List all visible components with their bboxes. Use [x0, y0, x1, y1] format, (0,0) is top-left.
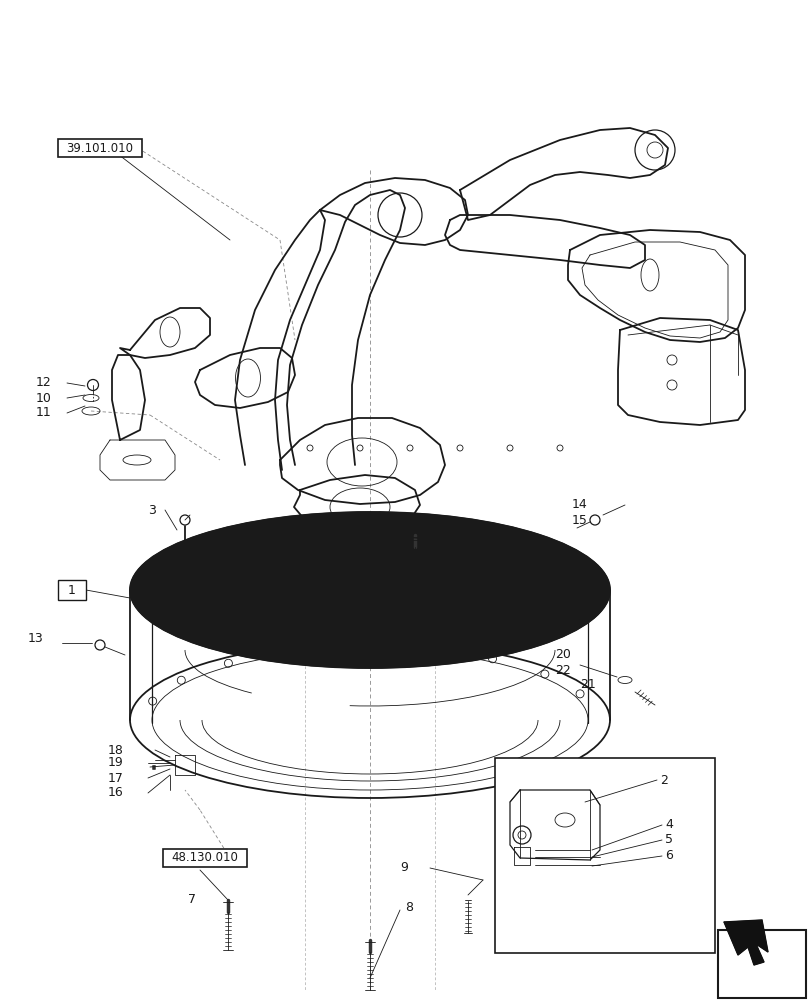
Text: 48.130.010: 48.130.010: [171, 851, 238, 864]
Text: 13: 13: [28, 632, 44, 644]
Text: 3: 3: [148, 504, 156, 516]
Text: 6: 6: [664, 849, 672, 862]
Text: 11: 11: [36, 406, 52, 420]
Text: 8: 8: [405, 901, 413, 914]
Text: 21: 21: [579, 678, 595, 692]
Text: 1: 1: [68, 584, 76, 596]
Polygon shape: [723, 920, 767, 965]
Text: 2: 2: [659, 774, 667, 786]
Bar: [717, 930, 805, 998]
Text: 18: 18: [108, 743, 124, 756]
Text: 16: 16: [108, 786, 123, 799]
Bar: [58, 580, 86, 600]
Bar: [495, 758, 714, 953]
Text: 5: 5: [664, 833, 672, 846]
Text: 20: 20: [554, 648, 570, 662]
Text: 17: 17: [108, 772, 124, 784]
Bar: [163, 849, 247, 867]
Text: 9: 9: [400, 861, 407, 874]
Text: 22: 22: [554, 664, 570, 676]
Bar: [58, 139, 142, 157]
Text: 10: 10: [36, 391, 52, 404]
Text: 4: 4: [664, 818, 672, 831]
Circle shape: [161, 590, 169, 598]
Text: 19: 19: [108, 756, 123, 770]
Ellipse shape: [130, 512, 609, 668]
Text: 15: 15: [571, 514, 587, 526]
Text: 8: 8: [443, 554, 450, 566]
Text: 7: 7: [188, 894, 195, 906]
Text: 39.101.010: 39.101.010: [67, 142, 133, 155]
Text: 14: 14: [571, 498, 587, 512]
Text: 12: 12: [36, 376, 52, 389]
